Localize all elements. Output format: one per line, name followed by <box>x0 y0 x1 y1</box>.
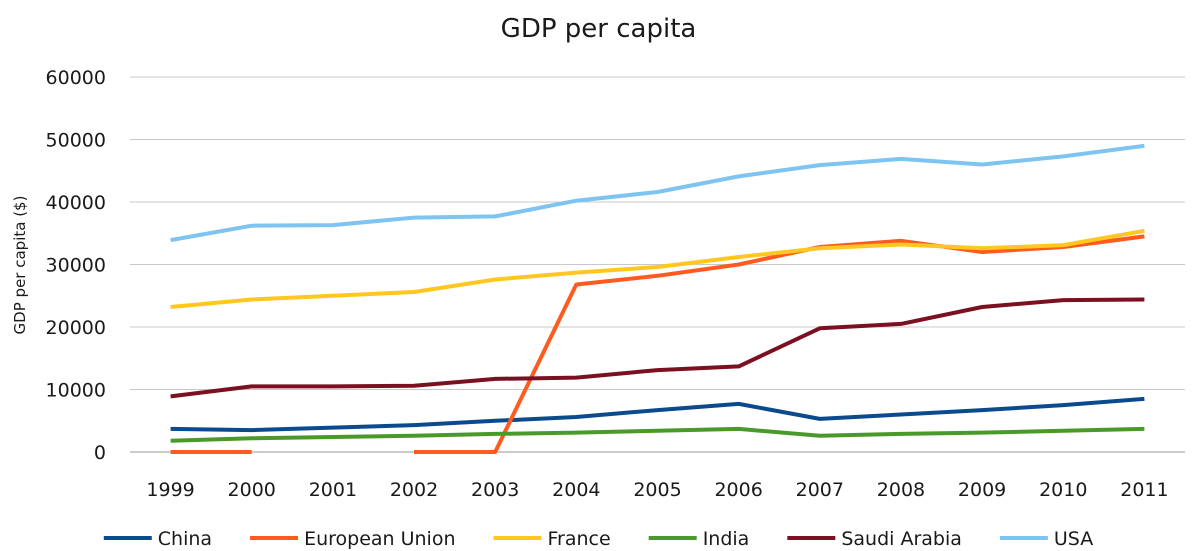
x-tick-label: 2001 <box>309 479 357 501</box>
x-tick-label: 2010 <box>1039 479 1087 501</box>
x-tick-label: 2009 <box>958 479 1006 501</box>
x-tick-label: 2002 <box>390 479 438 501</box>
x-tick-label: 1999 <box>146 479 194 501</box>
x-tick-label: 2005 <box>633 479 681 501</box>
y-tick-labels: 0 10000 20000 30000 40000 50000 60000 <box>46 67 106 464</box>
y-axis-title: GDP per capita ($) <box>11 196 29 335</box>
x-tick-label: 2011 <box>1120 479 1168 501</box>
series-line-india <box>170 426 1145 443</box>
y-tick-label: 0 <box>94 442 106 464</box>
series-line-france <box>170 228 1145 309</box>
y-tick-label: 40000 <box>46 192 106 214</box>
gridlines <box>130 76 1185 453</box>
chart-title: GDP per capita <box>500 14 697 44</box>
y-tick-label: 30000 <box>46 255 106 277</box>
series-line-usa <box>170 143 1145 243</box>
legend-label-saudi-arabia: Saudi Arabia <box>841 528 962 550</box>
x-tick-label: 2006 <box>714 479 762 501</box>
y-tick-label: 10000 <box>46 380 106 402</box>
x-tick-label: 2000 <box>228 479 276 501</box>
x-tick-label: 2003 <box>471 479 519 501</box>
x-tick-label: 2004 <box>552 479 600 501</box>
y-tick-label: 20000 <box>46 317 106 339</box>
series-line-saudi-arabia <box>170 297 1145 399</box>
legend-label-usa: USA <box>1054 528 1093 550</box>
legend-label-china: China <box>158 528 212 550</box>
legend-label-european-union: European Union <box>304 528 455 550</box>
legend: China European Union France India Saudi Arab… <box>103 528 1093 550</box>
legend-label-france: France <box>548 528 611 550</box>
y-tick-label: 50000 <box>46 130 106 152</box>
series-lines <box>170 143 1145 454</box>
y-tick-label: 60000 <box>46 67 106 89</box>
legend-label-india: India <box>703 528 750 550</box>
series-line-china <box>170 396 1145 433</box>
x-tick-label: 2008 <box>877 479 925 501</box>
x-tick-label: 2007 <box>796 479 844 501</box>
series-line-european-union <box>170 234 1145 454</box>
x-tick-labels: 1999 2000 2001 2002 2003 2004 2005 2006 2007 2008… <box>146 479 1168 501</box>
